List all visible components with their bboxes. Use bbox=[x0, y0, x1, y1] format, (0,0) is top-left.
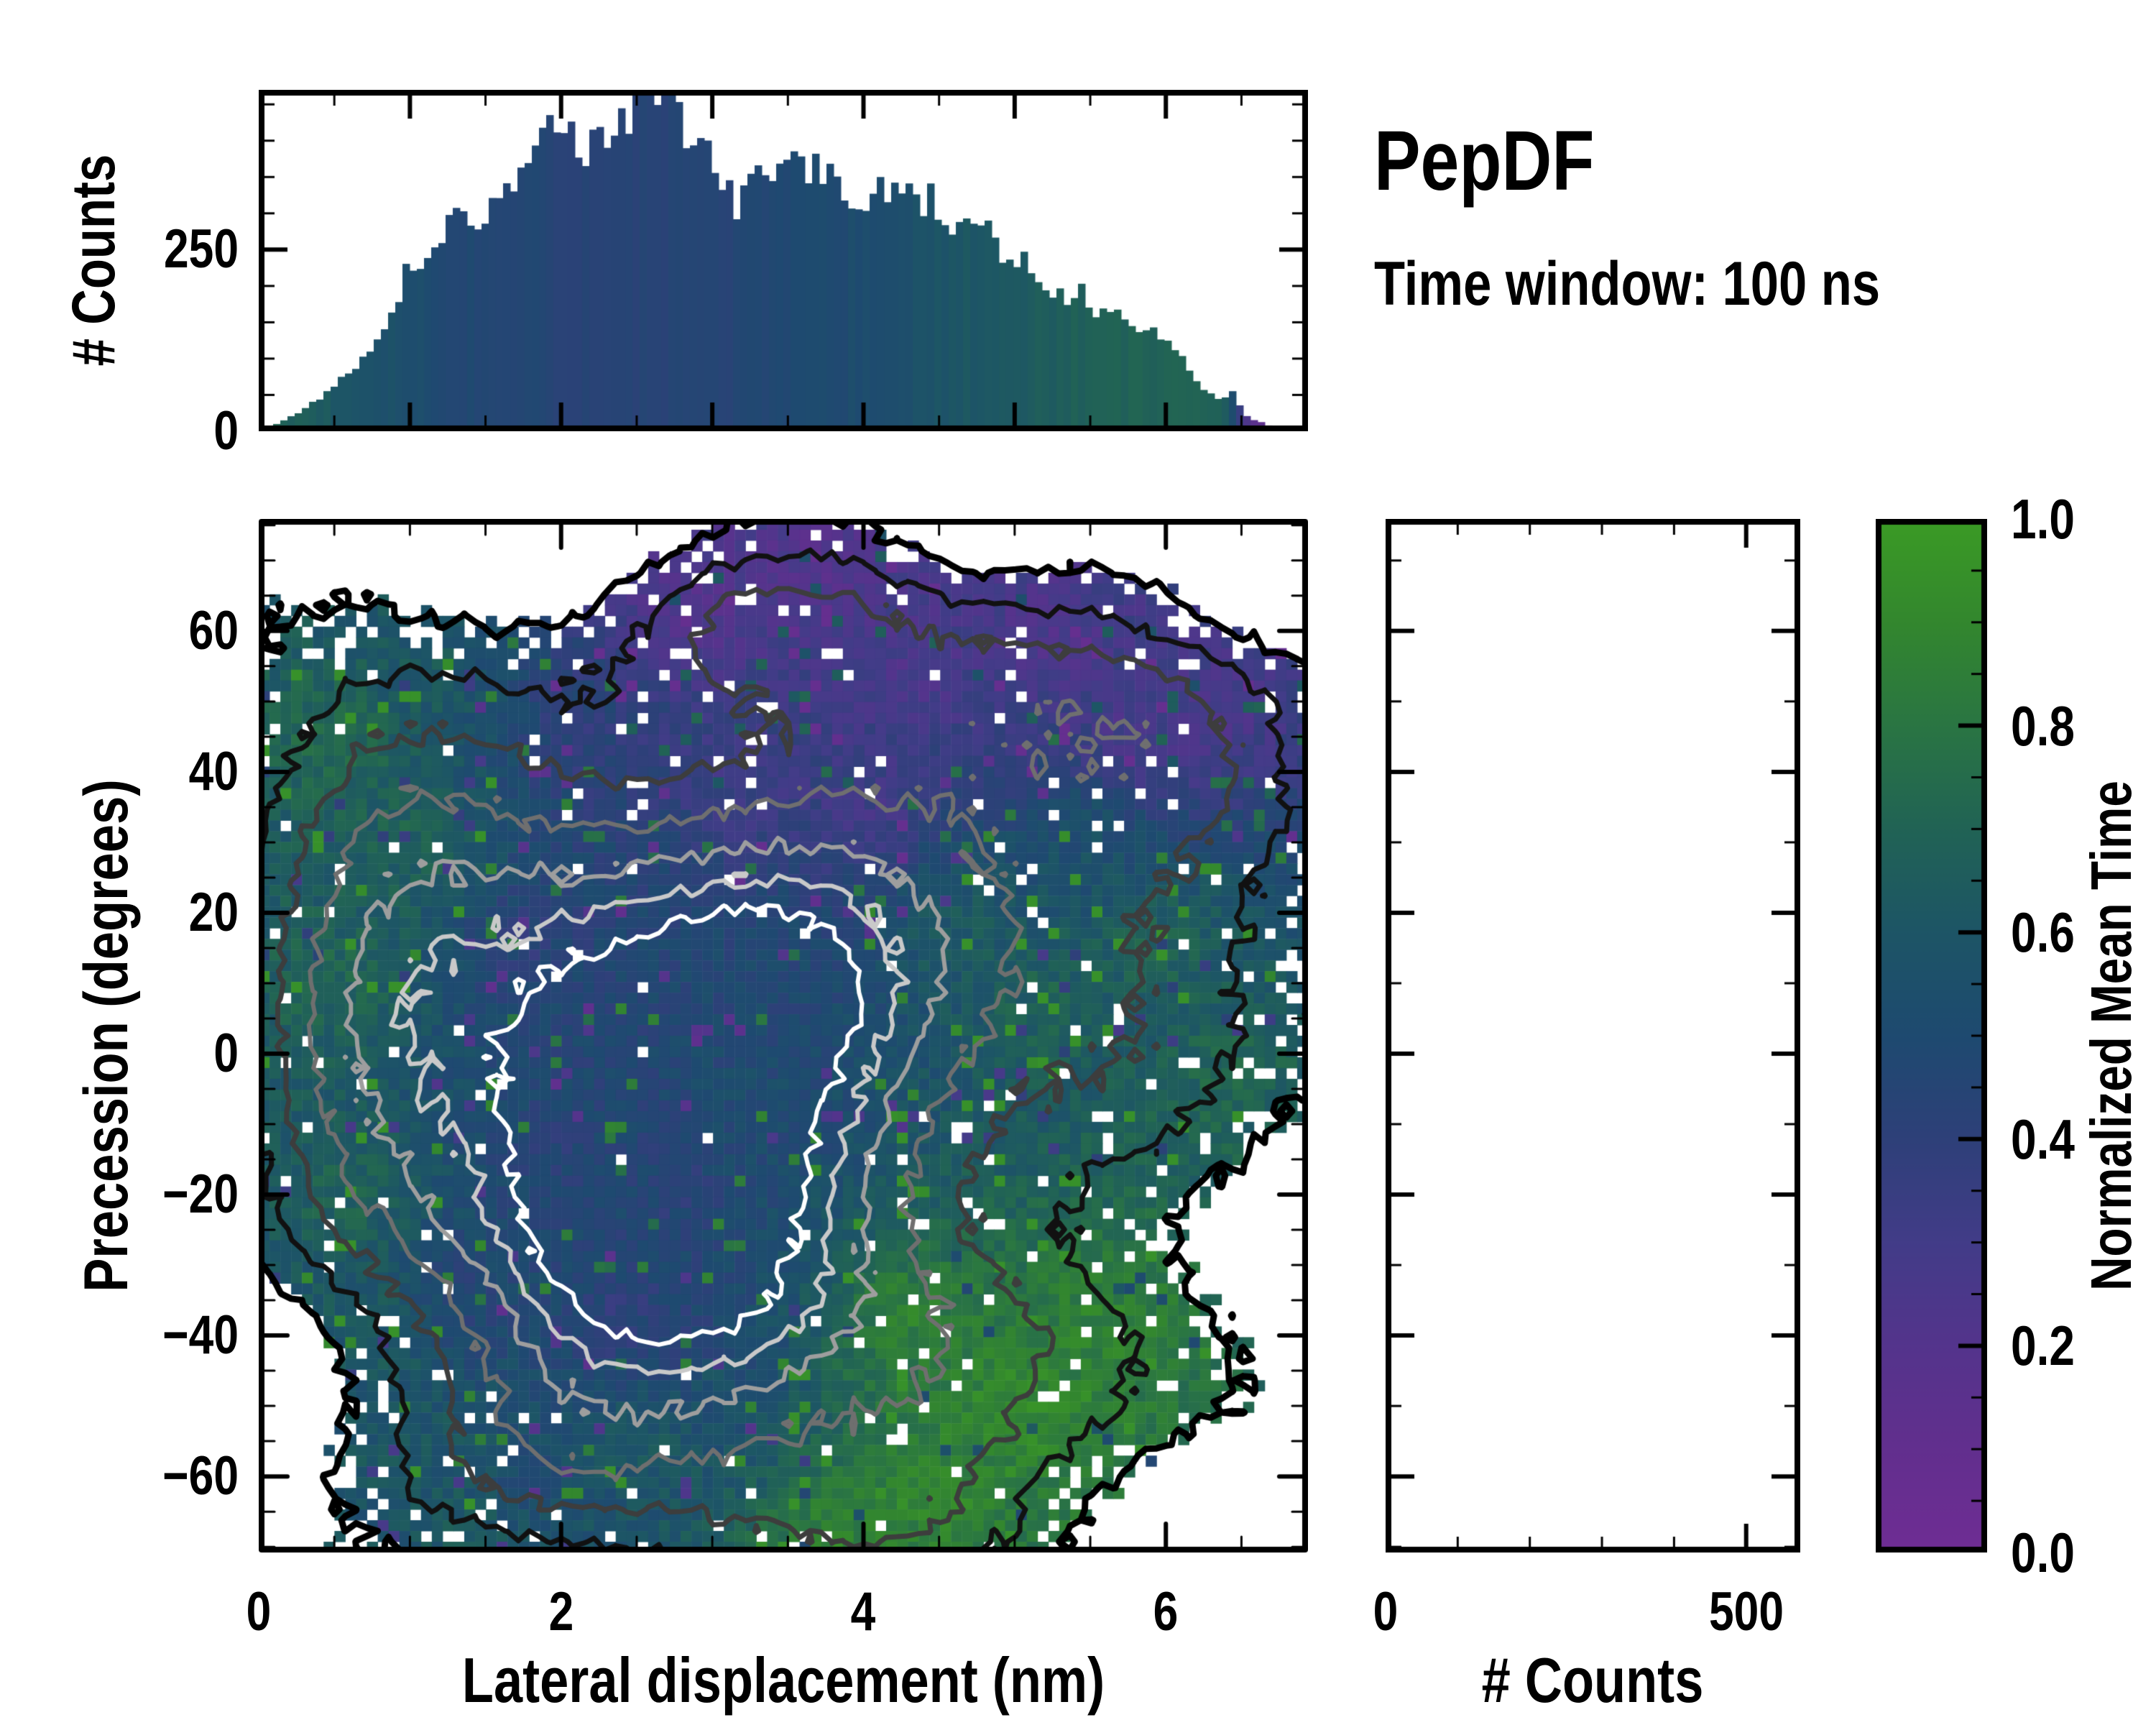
main-ytick-label: 60 bbox=[188, 599, 239, 661]
main-xtick-label: 2 bbox=[548, 1581, 574, 1642]
main-xtick-label: 6 bbox=[1153, 1581, 1179, 1642]
right-hist-xlabel: # Counts bbox=[1481, 1644, 1704, 1716]
top-histogram-panel bbox=[259, 90, 1308, 431]
colorbar-tick-label: 0.2 bbox=[2011, 1314, 2075, 1378]
main-ytick-label: −60 bbox=[162, 1445, 239, 1507]
top-hist-ytick-label: 0 bbox=[213, 400, 239, 461]
colorbar-canvas bbox=[1876, 519, 1987, 1552]
right-hist-xtick-label: 0 bbox=[1373, 1581, 1399, 1642]
right-histogram-canvas bbox=[1386, 519, 1800, 1552]
main-ytick-label: 0 bbox=[213, 1022, 239, 1084]
colorbar-tick-label: 0.4 bbox=[2011, 1107, 2075, 1171]
main-xtick-label: 4 bbox=[851, 1581, 876, 1642]
main-ytick-label: 20 bbox=[188, 881, 239, 943]
right-hist-xtick-label: 500 bbox=[1708, 1581, 1784, 1642]
top-histogram-canvas bbox=[259, 90, 1308, 431]
main-xlabel: Lateral displacement (nm) bbox=[461, 1644, 1105, 1716]
main-heatmap-canvas bbox=[259, 519, 1308, 1552]
colorbar-tick-label: 0.8 bbox=[2011, 694, 2075, 758]
main-ytick-label: 40 bbox=[188, 740, 239, 802]
colorbar-tick-label: 0.6 bbox=[2011, 901, 2075, 965]
colorbar-panel bbox=[1876, 519, 1987, 1552]
colorbar-tick-label: 1.0 bbox=[2011, 487, 2075, 551]
figure-subtitle: Time window: 100 ns bbox=[1374, 249, 1881, 318]
main-ytick-label: −20 bbox=[162, 1164, 239, 1225]
right-histogram-panel bbox=[1386, 519, 1800, 1552]
main-ytick-label: −40 bbox=[162, 1305, 239, 1366]
figure-title: PepDF bbox=[1374, 114, 1595, 208]
main-heatmap-panel bbox=[259, 519, 1308, 1552]
colorbar-label: Normalized Mean Time bbox=[2079, 781, 2143, 1291]
main-xtick-label: 0 bbox=[246, 1581, 272, 1642]
top-hist-ytick-label: 250 bbox=[164, 218, 239, 280]
colorbar-tick-label: 0.0 bbox=[2011, 1521, 2075, 1584]
